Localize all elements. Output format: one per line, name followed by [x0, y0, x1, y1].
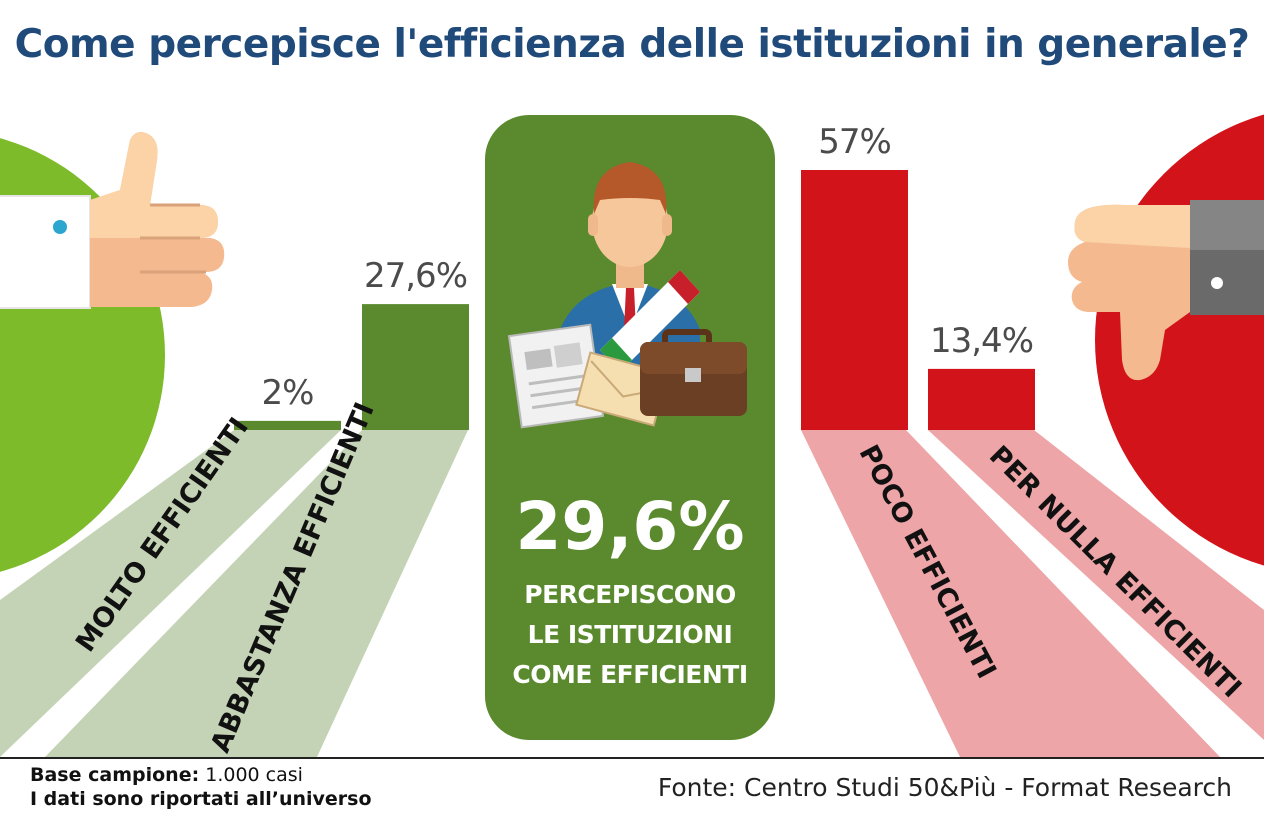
value-label-abbastanza: 27,6%	[363, 256, 468, 297]
center-box	[485, 115, 775, 740]
bars	[234, 170, 1035, 430]
center-text-line3: COME EFFICIENTI	[512, 660, 748, 689]
footer-notes: Base campione: 1.000 casi I dati sono ri…	[30, 763, 372, 811]
bar-poco	[801, 170, 908, 430]
thumbs-down-icon	[1068, 200, 1264, 381]
center-text-line1: PERCEPISCONO	[524, 580, 736, 609]
value-label-poco: 57%	[818, 122, 892, 162]
band-molto	[0, 430, 341, 757]
source-note: Fonte: Centro Studi 50&Più - Format Rese…	[657, 773, 1232, 802]
center-text-line2: LE ISTITUZIONI	[527, 620, 733, 649]
briefcase-icon	[640, 329, 747, 416]
value-label-nulla: 13,4%	[929, 320, 1034, 361]
center-percentage: 29,6%	[515, 488, 745, 565]
base-value: 1.000 casi	[205, 764, 303, 786]
universe-note: I dati sono riportati all’universo	[30, 788, 372, 810]
page-title: Come percepisce l'efficienza delle istit…	[14, 22, 1250, 67]
band-nulla	[928, 430, 1264, 740]
thumbs-up-icon	[0, 132, 225, 309]
base-label: Base campione:	[30, 764, 200, 786]
band-abbastanza	[45, 430, 468, 757]
footer-divider	[0, 757, 1264, 759]
value-label-molto: 2%	[261, 372, 315, 413]
bar-nulla	[928, 368, 1035, 430]
bar-abbastanza	[362, 304, 469, 430]
bar-molto	[234, 420, 341, 430]
band-poco	[801, 430, 1220, 757]
